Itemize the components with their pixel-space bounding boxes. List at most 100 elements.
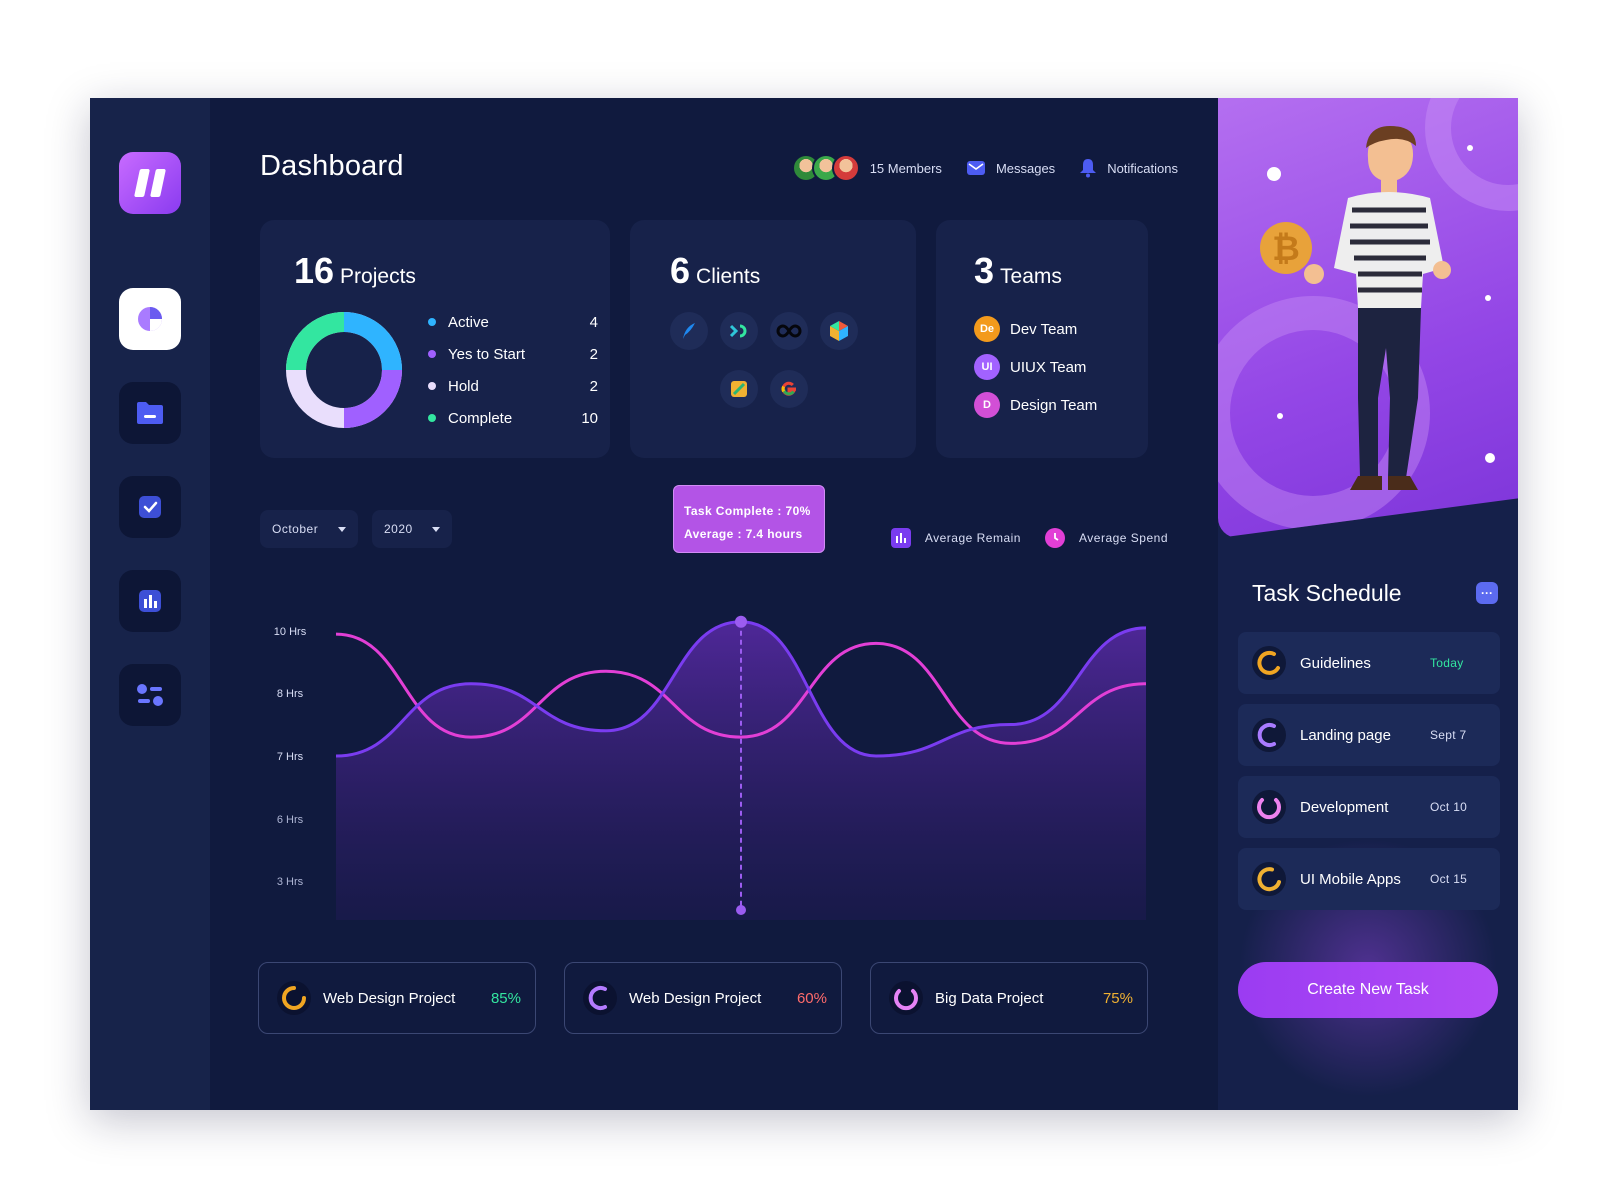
right-panel: ₿ bbox=[1218, 98, 1518, 1110]
sidebar bbox=[90, 98, 210, 1110]
highlight-point[interactable] bbox=[735, 615, 747, 628]
project-card[interactable]: Big Data Project 75% bbox=[870, 962, 1148, 1034]
project-percent: 75% bbox=[1102, 989, 1133, 1007]
feather-logo-icon[interactable] bbox=[670, 312, 708, 350]
y-tick-label: 10 Hrs bbox=[274, 626, 307, 638]
legend-spend-label: Average Spend bbox=[1078, 531, 1168, 545]
team-badge: UI bbox=[974, 354, 1000, 380]
arrows-logo-icon[interactable] bbox=[720, 312, 758, 350]
create-new-task-button[interactable]: Create New Task bbox=[1238, 962, 1498, 1018]
teams-card: 3 Teams De Dev Team UI UIUX Team D Desig… bbox=[936, 220, 1148, 458]
legend-dot bbox=[428, 350, 436, 358]
top-bar: 15 Members Messages Notifications bbox=[791, 154, 1178, 182]
task-item[interactable]: UI Mobile Apps Oct 15 bbox=[1238, 848, 1500, 910]
team-row-uiux[interactable]: UI UIUX Team bbox=[974, 348, 1097, 386]
project-card[interactable]: Web Design Project 60% bbox=[564, 962, 842, 1034]
google-logo-icon[interactable] bbox=[770, 370, 808, 408]
bitcoin-icon: ₿ bbox=[1260, 222, 1312, 274]
y-tick-label: 7 Hrs bbox=[277, 751, 304, 763]
square-logo-icon[interactable] bbox=[720, 370, 758, 408]
progress-ring-icon bbox=[1252, 718, 1286, 752]
progress-ring-icon bbox=[1252, 790, 1286, 824]
project-card[interactable]: Web Design Project 85% bbox=[258, 962, 536, 1034]
year-select[interactable]: 2020 bbox=[372, 510, 452, 548]
hero-illustration: ₿ bbox=[1218, 98, 1518, 538]
more-options-button[interactable]: ··· bbox=[1476, 582, 1498, 604]
character-illustration: ₿ bbox=[1218, 98, 1518, 530]
sliders-icon bbox=[137, 684, 163, 706]
projects-donut-chart bbox=[286, 312, 402, 428]
team-badge: De bbox=[974, 316, 1000, 342]
teams-label: Teams bbox=[1000, 265, 1062, 288]
page-title: Dashboard bbox=[260, 150, 404, 182]
infinity-logo-icon[interactable] bbox=[770, 312, 808, 350]
legend-label: Active bbox=[448, 313, 489, 331]
members-label: 15 Members bbox=[869, 160, 942, 176]
legend-value: 2 bbox=[589, 345, 598, 363]
nav-analytics[interactable] bbox=[119, 570, 181, 632]
task-item[interactable]: Development Oct 10 bbox=[1238, 776, 1500, 838]
task-item[interactable]: Guidelines Today bbox=[1238, 632, 1500, 694]
notifications-link[interactable]: Notifications bbox=[1079, 158, 1178, 178]
legend-label: Complete bbox=[448, 409, 513, 427]
y-tick-label: 6 Hrs bbox=[277, 814, 304, 826]
project-percent: 85% bbox=[490, 989, 521, 1007]
task-date: Oct 15 bbox=[1430, 872, 1468, 886]
app-window: Dashboard 15 Members Messages bbox=[90, 98, 1518, 1110]
nav-tasks[interactable] bbox=[119, 476, 181, 538]
progress-ring-icon bbox=[889, 981, 923, 1015]
y-tick-label: 3 Hrs bbox=[277, 876, 304, 888]
projects-label: Projects bbox=[340, 265, 416, 288]
legend-average-spend[interactable]: Average Spend bbox=[1044, 528, 1168, 548]
project-percent: 60% bbox=[796, 989, 827, 1007]
legend-label: Hold bbox=[448, 377, 479, 395]
tooltip-line-2: Average : 7.4 hours bbox=[684, 527, 803, 541]
ellipsis-icon: ··· bbox=[1481, 586, 1493, 600]
team-name: Dev Team bbox=[1010, 320, 1078, 338]
legend-average-remain[interactable]: Average Remain bbox=[890, 528, 1021, 548]
messages-link[interactable]: Messages bbox=[966, 160, 1055, 176]
project-name: Web Design Project bbox=[629, 989, 762, 1007]
clock-icon bbox=[1044, 528, 1065, 548]
month-select[interactable]: October bbox=[260, 510, 358, 548]
progress-ring-icon bbox=[1252, 862, 1286, 896]
tooltip-line-1: Task Complete : 70% bbox=[684, 504, 811, 518]
team-row-design[interactable]: D Design Team bbox=[974, 386, 1097, 424]
bar-chart-icon bbox=[139, 590, 161, 612]
spend-line bbox=[335, 632, 1147, 745]
task-item[interactable]: Landing page Sept 7 bbox=[1238, 704, 1500, 766]
project-name: Big Data Project bbox=[935, 989, 1044, 1007]
projects-legend: Active 4 Yes to Start 2 Hold 2 Complete … bbox=[428, 306, 598, 434]
pie-chart-icon bbox=[138, 307, 162, 331]
messages-label: Messages bbox=[995, 160, 1056, 176]
task-name: Landing page bbox=[1300, 726, 1391, 744]
teams-list: De Dev Team UI UIUX Team D Design Team bbox=[974, 310, 1097, 424]
chart-tooltip: Task Complete : 70% Average : 7.4 hours bbox=[673, 485, 825, 553]
member-avatars bbox=[791, 154, 860, 182]
progress-ring-icon bbox=[277, 981, 311, 1015]
legend-label: Yes to Start bbox=[448, 345, 525, 363]
projects-count: 16 bbox=[294, 250, 335, 291]
bell-icon bbox=[1080, 159, 1097, 178]
nav-settings[interactable] bbox=[119, 664, 181, 726]
month-select-value: October bbox=[272, 522, 319, 536]
task-schedule-title: Task Schedule bbox=[1252, 580, 1402, 606]
team-row-dev[interactable]: De Dev Team bbox=[974, 310, 1097, 348]
cube-logo-icon[interactable] bbox=[820, 312, 858, 350]
nav-files[interactable] bbox=[119, 382, 181, 444]
legend-row-hold: Hold 2 bbox=[428, 370, 598, 402]
progress-ring-icon bbox=[583, 981, 617, 1015]
app-logo[interactable] bbox=[119, 152, 181, 214]
remain-area bbox=[336, 621, 1146, 920]
members-group[interactable]: 15 Members bbox=[791, 154, 942, 182]
folder-icon bbox=[137, 402, 163, 424]
team-name: Design Team bbox=[1010, 396, 1098, 414]
nav-dashboard[interactable] bbox=[119, 288, 181, 350]
task-date: Sept 7 bbox=[1430, 728, 1467, 742]
clients-card: 6 Clients bbox=[630, 220, 916, 458]
projects-card: 16 Projects Active 4 Yes to Start 2 bbox=[260, 220, 610, 458]
highlight-base-point[interactable] bbox=[736, 905, 746, 915]
legend-remain-label: Average Remain bbox=[924, 531, 1021, 545]
person-figure bbox=[1304, 126, 1451, 490]
